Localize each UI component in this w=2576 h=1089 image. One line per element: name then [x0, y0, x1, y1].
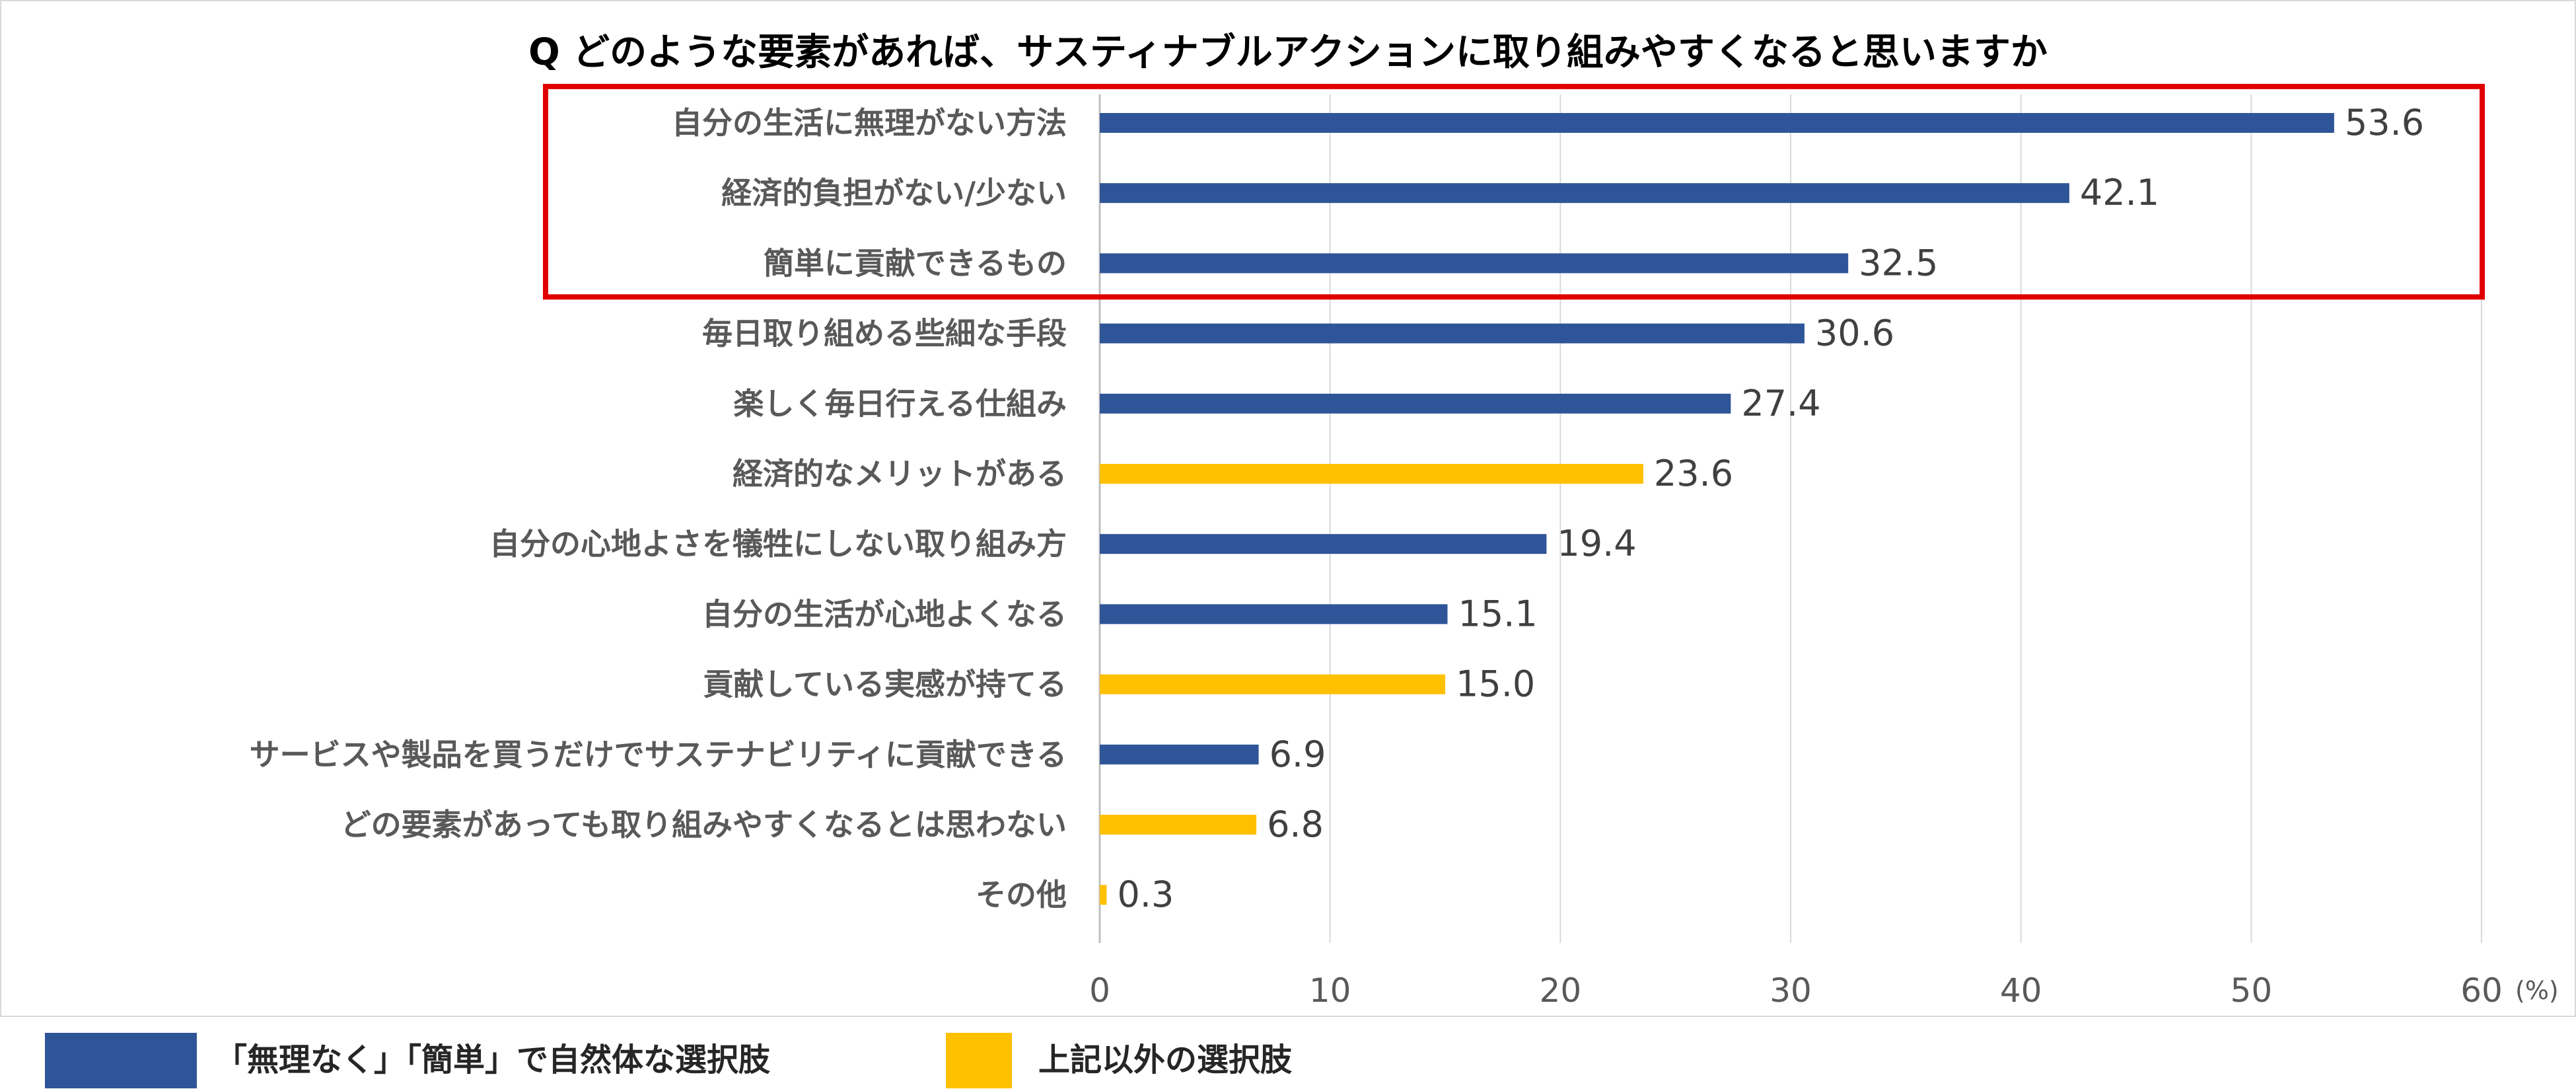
bar	[1100, 534, 1547, 554]
x-tick-label: 50	[2231, 971, 2273, 1010]
bar-value-label: 15.1	[1458, 593, 1537, 634]
category-label: 自分の心地よさを犠牲にしない取り組み方	[489, 526, 1067, 562]
bar-value-label: 23.6	[1654, 453, 1733, 494]
chart-title: Q どのような要素があれば、サスティナブルアクションに取り組みやすくなると思いま…	[528, 31, 2048, 74]
x-tick-label: 20	[1540, 971, 1582, 1010]
x-axis-ticks: 0 10 20 30 40 50 60	[1089, 971, 2503, 1010]
x-tick-label: 0	[1089, 971, 1110, 1010]
highlight-box-group	[543, 83, 2485, 300]
category-labels: 自分の生活に無理がない方法経済的負担がない/少ない簡単に貢献できるもの毎日取り組…	[250, 105, 1067, 913]
category-label: 自分の生活が心地よくなる	[702, 596, 1067, 632]
bar	[1100, 253, 1849, 274]
chart-border	[0, 0, 2576, 1017]
bar-value-label: 53.6	[2345, 102, 2424, 143]
category-label: サービスや製品を買うだけでサステナビリティに貢献できる	[250, 737, 1067, 772]
bar-value-label: 19.4	[1557, 523, 1636, 564]
category-label: 毎日取り組める些細な手段	[702, 316, 1067, 352]
bar	[1100, 464, 1643, 484]
value-labels: 53.6 42.1 32.5 30.6 27.423.6 19.4 15.1 15.0 6.9 6…	[1117, 102, 2424, 915]
bar-value-label: 27.4	[1741, 383, 1820, 424]
x-axis-unit: (%)	[2515, 976, 2559, 1005]
category-label: 経済的なメリットがある	[733, 456, 1067, 492]
bar	[1100, 113, 2334, 133]
category-label: 貢献している実感が持てる	[703, 667, 1067, 702]
category-label: どの要素があっても取り組みやすくなるとは思わない	[341, 807, 1067, 843]
highlight-box	[543, 83, 2485, 300]
x-tick-label: 10	[1309, 971, 1351, 1010]
bar	[1100, 323, 1805, 344]
legend: 「無理なく」「簡単」で自然体な選択肢 上記以外の選択肢	[45, 1033, 1293, 1088]
category-label: 経済的負担がない/少ない	[721, 175, 1067, 211]
legend-swatch	[45, 1033, 197, 1088]
bar	[1100, 744, 1259, 765]
x-tick-label: 40	[2000, 971, 2042, 1010]
bar-value-label: 0.3	[1117, 874, 1174, 915]
category-label: 自分の生活に無理がない方法	[672, 105, 1067, 141]
legend-swatch	[946, 1033, 1012, 1088]
bar	[1100, 815, 1257, 835]
category-label: 楽しく毎日行える仕組み	[733, 386, 1067, 422]
bar	[1100, 183, 2069, 204]
bar-value-label: 15.0	[1456, 663, 1535, 705]
legend-label: 「無理なく」「簡単」で自然体な選択肢	[215, 1041, 771, 1078]
category-label: 簡単に貢献できるもの	[764, 245, 1067, 281]
bar-value-label: 6.8	[1267, 804, 1324, 845]
x-tick-label: 30	[1770, 971, 1812, 1010]
category-label: その他	[976, 877, 1067, 913]
bar	[1100, 393, 1731, 414]
bar-value-label: 6.9	[1270, 733, 1326, 775]
x-tick-label: 60	[2460, 971, 2503, 1010]
bar	[1100, 604, 1448, 624]
bars	[1100, 113, 2334, 905]
bar-value-label: 30.6	[1815, 313, 1894, 354]
legend-label: 上記以外の選択肢	[1038, 1041, 1293, 1078]
bar	[1100, 674, 1445, 695]
bar-value-label: 32.5	[1859, 242, 1938, 283]
bar-value-label: 42.1	[2080, 172, 2159, 213]
bar	[1100, 885, 1107, 905]
